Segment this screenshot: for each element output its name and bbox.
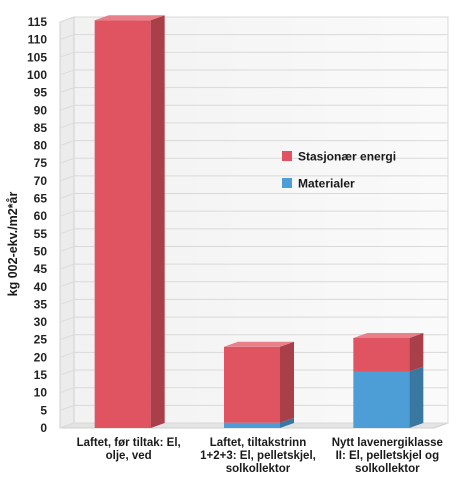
gridline-side: [59, 210, 75, 217]
x-category-label-line: solkollektor: [226, 463, 291, 475]
side-wall: [59, 16, 75, 429]
y-axis-ticks: 0 5 10 15 20 25 30 35 40 45 50 55 60 65 70 75 80 85 90 95 10…: [27, 15, 47, 435]
gridline-side: [59, 104, 75, 111]
y-tick-label: 45: [34, 262, 48, 276]
legend-label: Stasjonær energi: [298, 150, 396, 164]
y-tick-label: 35: [34, 297, 48, 311]
chart-walls: [59, 16, 449, 429]
gridline-side: [59, 351, 75, 358]
gridline-side: [59, 16, 75, 23]
legend: Stasjonær energi Materialer: [282, 150, 396, 191]
bar-segment: [353, 337, 410, 372]
legend-swatch: [282, 151, 292, 161]
gridline-side: [59, 369, 75, 376]
y-tick-label: 65: [34, 192, 48, 206]
bar-segment: [224, 346, 280, 423]
y-tick-label: 80: [34, 139, 48, 153]
y-tick-label: 70: [34, 174, 48, 188]
gridline-side: [59, 387, 75, 394]
y-tick-label: 20: [34, 350, 48, 364]
y-tick-label: 85: [34, 121, 48, 135]
bar-side: [409, 332, 424, 372]
bar-side: [409, 366, 424, 428]
y-tick-label: 100: [27, 68, 47, 82]
bars: [94, 15, 424, 429]
x-category-label-line: Laftet, tiltakstrinn: [210, 437, 306, 449]
y-tick-label: 0: [40, 421, 47, 435]
x-category-label-line: II: El, pelletskjel og: [336, 450, 440, 462]
gridline-side: [59, 175, 75, 182]
y-tick-label: 55: [34, 227, 48, 241]
x-category-label-line: solkollektor: [355, 463, 420, 475]
gridline-side: [59, 51, 75, 58]
x-category-label: Nytt lavenergiklasse II: El, pelletskjel …: [332, 437, 443, 475]
gridline-side: [59, 281, 75, 288]
legend-label: Materialer: [298, 177, 355, 191]
bar-top: [353, 332, 424, 338]
y-axis-title: kg 002-ekv./m2*år: [6, 192, 20, 297]
bar-segment: [94, 20, 151, 429]
gridline-side: [59, 316, 75, 323]
x-axis-labels: Laftet, før tiltak: El, olje, vedLaftet, …: [77, 437, 443, 475]
y-tick-label: 40: [34, 280, 48, 294]
gridline-side: [59, 69, 75, 76]
y-tick-label: 90: [34, 103, 48, 117]
bar-side: [150, 15, 165, 429]
y-tick-label: 15: [34, 368, 48, 382]
gridline-side: [59, 140, 75, 147]
gridline-side: [59, 193, 75, 199]
bar-segment: [224, 422, 280, 428]
y-tick-label: 110: [28, 33, 48, 47]
y-tick-label: 115: [28, 15, 48, 29]
bar-top: [224, 341, 294, 347]
gridline-side: [59, 404, 75, 411]
x-category-label-line: olje, ved: [106, 450, 152, 462]
bar-segment: [353, 371, 410, 428]
x-category-label-line: Laftet, før tiltak: El,: [77, 437, 181, 449]
x-category-label: Laftet, tiltakstrinn 1+2+3: El, pelletskj…: [200, 437, 316, 475]
bar-side: [280, 417, 294, 428]
y-tick-label: 75: [34, 156, 48, 170]
y-tick-label: 25: [34, 333, 48, 347]
gridline-side: [59, 422, 75, 429]
y-tick-label: 30: [34, 315, 48, 329]
x-category-label: Laftet, før tiltak: El, olje, ved: [77, 437, 181, 462]
y-tick-label: 5: [40, 403, 47, 417]
gridline-side: [59, 34, 75, 41]
legend-swatch: [282, 178, 292, 188]
bar-side: [280, 341, 294, 423]
y-tick-label: 50: [34, 244, 48, 258]
x-category-label-line: Nytt lavenergiklasse: [332, 437, 443, 449]
x-category-label-line: 1+2+3: El, pelletskjel,: [200, 450, 316, 462]
y-tick-label: 105: [27, 50, 47, 64]
y-tick-label: 60: [34, 209, 48, 223]
gridline-side: [59, 122, 75, 129]
gridline-side: [59, 246, 75, 252]
y-tick-label: 10: [34, 386, 48, 400]
gridline-side: [59, 298, 75, 305]
y-tick-label: 95: [34, 86, 48, 100]
gridline-side: [59, 334, 75, 341]
bar-top: [94, 15, 165, 21]
gridline-side: [59, 87, 75, 94]
gridline-side: [59, 263, 75, 270]
gridline-side: [59, 157, 75, 164]
gridline-side: [59, 228, 75, 235]
